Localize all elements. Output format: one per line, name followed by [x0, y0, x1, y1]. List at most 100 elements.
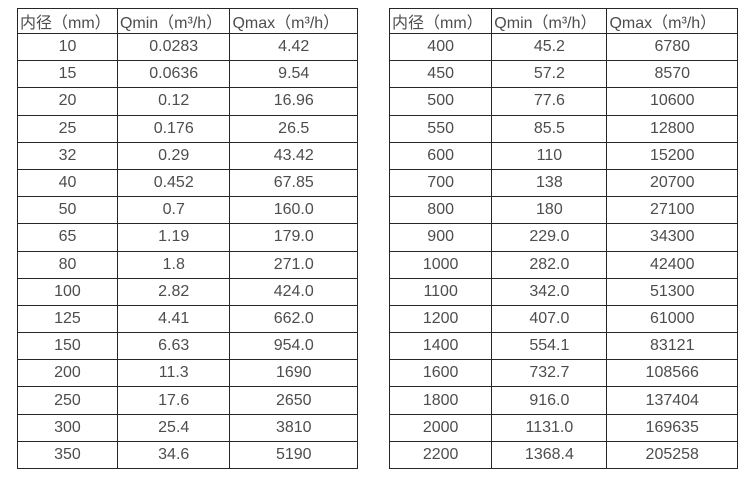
table-cell: 1.19	[116, 223, 231, 252]
table-cell: 67.85	[229, 168, 358, 198]
header-cell: Qmin（m³/h）	[491, 8, 608, 34]
table-row: 10 0.0283 4.42	[17, 32, 358, 62]
table-cell: 282.0	[491, 250, 608, 279]
table-cell: 100	[17, 277, 118, 306]
table-body: 10 0.0283 4.42 15 0.0636 9.54 20 0.12 16.96 25 0.1…	[17, 32, 358, 470]
table-cell: 1600	[388, 359, 493, 388]
table-cell: 1131.0	[491, 413, 608, 442]
table-cell: 0.12	[116, 87, 231, 116]
header-cell: 内径（mm）	[388, 8, 493, 34]
table-cell: 5190	[229, 440, 358, 470]
table-cell: 160.0	[229, 196, 358, 225]
table-header: 内径（mm） Qmin（m³/h） Qmax（m³/h）	[388, 8, 738, 34]
table-cell: 110	[491, 141, 608, 170]
table-row: 1400 554.1 83121	[388, 332, 738, 361]
table-cell: 10600	[606, 87, 738, 116]
table-cell: 15	[17, 60, 118, 89]
table-row: 125 4.41 662.0	[17, 304, 358, 334]
table-cell: 42400	[606, 250, 738, 279]
table-row: 250 17.6 2650	[17, 386, 358, 415]
table-cell: 27100	[606, 196, 738, 225]
table-row: 450 57.2 8570	[388, 60, 738, 89]
table-cell: 65	[17, 223, 118, 252]
table-cell: 900	[388, 223, 493, 252]
table-cell: 10	[17, 32, 118, 62]
table-row: 600 110 15200	[388, 141, 738, 170]
table-cell: 26.5	[229, 114, 358, 143]
table-cell: 916.0	[491, 386, 608, 415]
table-row: 1800 916.0 137404	[388, 386, 738, 415]
table-cell: 0.0636	[116, 60, 231, 89]
table-row: 1200 407.0 61000	[388, 304, 738, 334]
table-cell: 300	[17, 413, 118, 442]
table-cell: 4.41	[116, 304, 231, 334]
table-cell: 15200	[606, 141, 738, 170]
table-cell: 57.2	[491, 60, 608, 89]
table-cell: 732.7	[491, 359, 608, 388]
header-cell: Qmin（m³/h）	[116, 8, 231, 34]
table-row: 32 0.29 43.42	[17, 141, 358, 170]
table-cell: 1400	[388, 332, 493, 361]
table-cell: 169635	[606, 413, 738, 442]
table-cell: 205258	[606, 440, 738, 470]
table-cell: 83121	[606, 332, 738, 361]
header-row: 内径（mm） Qmin（m³/h） Qmax（m³/h）	[388, 8, 738, 34]
table-cell: 150	[17, 332, 118, 361]
table-cell: 25.4	[116, 413, 231, 442]
table-row: 800 180 27100	[388, 196, 738, 225]
table-row: 25 0.176 26.5	[17, 114, 358, 143]
table-row: 2200 1368.4 205258	[388, 440, 738, 470]
flow-table-small-diameters: 内径（mm） Qmin（m³/h） Qmax（m³/h） 10 0.0283 4.42 1…	[17, 8, 358, 470]
table-cell: 34300	[606, 223, 738, 252]
table-cell: 250	[17, 386, 118, 415]
table-cell: 138	[491, 168, 608, 198]
table-row: 700 138 20700	[388, 168, 738, 198]
table-cell: 800	[388, 196, 493, 225]
table-row: 400 45.2 6780	[388, 32, 738, 62]
table-cell: 108566	[606, 359, 738, 388]
table-row: 350 34.6 5190	[17, 440, 358, 470]
table-cell: 2650	[229, 386, 358, 415]
table-cell: 9.54	[229, 60, 358, 89]
header-cell: 内径（mm）	[17, 8, 118, 34]
table-cell: 17.6	[116, 386, 231, 415]
table-row: 1100 342.0 51300	[388, 277, 738, 306]
table-cell: 954.0	[229, 332, 358, 361]
table-cell: 2200	[388, 440, 493, 470]
table-cell: 200	[17, 359, 118, 388]
table-cell: 2000	[388, 413, 493, 442]
table-cell: 34.6	[116, 440, 231, 470]
table-row: 300 25.4 3810	[17, 413, 358, 442]
table-cell: 77.6	[491, 87, 608, 116]
table-body: 400 45.2 6780 450 57.2 8570 500 77.6 10600 550 85.…	[388, 32, 738, 470]
table-cell: 50	[17, 196, 118, 225]
table-row: 40 0.452 67.85	[17, 168, 358, 198]
table-cell: 350	[17, 440, 118, 470]
table-cell: 0.7	[116, 196, 231, 225]
table-row: 200 11.3 1690	[17, 359, 358, 388]
table-cell: 1800	[388, 386, 493, 415]
header-cell: Qmax（m³/h）	[229, 8, 358, 34]
table-cell: 550	[388, 114, 493, 143]
table-cell: 6780	[606, 32, 738, 62]
table-cell: 32	[17, 141, 118, 170]
table-cell: 25	[17, 114, 118, 143]
table-cell: 125	[17, 304, 118, 334]
table-cell: 12800	[606, 114, 738, 143]
table-cell: 400	[388, 32, 493, 62]
table-cell: 229.0	[491, 223, 608, 252]
table-cell: 180	[491, 196, 608, 225]
table-row: 15 0.0636 9.54	[17, 60, 358, 89]
table-cell: 342.0	[491, 277, 608, 306]
table-cell: 554.1	[491, 332, 608, 361]
table-cell: 271.0	[229, 250, 358, 279]
table-cell: 424.0	[229, 277, 358, 306]
table-cell: 137404	[606, 386, 738, 415]
table-cell: 0.176	[116, 114, 231, 143]
table-cell: 1690	[229, 359, 358, 388]
table-cell: 6.63	[116, 332, 231, 361]
table-row: 900 229.0 34300	[388, 223, 738, 252]
table-row: 1000 282.0 42400	[388, 250, 738, 279]
table-row: 150 6.63 954.0	[17, 332, 358, 361]
table-row: 1600 732.7 108566	[388, 359, 738, 388]
